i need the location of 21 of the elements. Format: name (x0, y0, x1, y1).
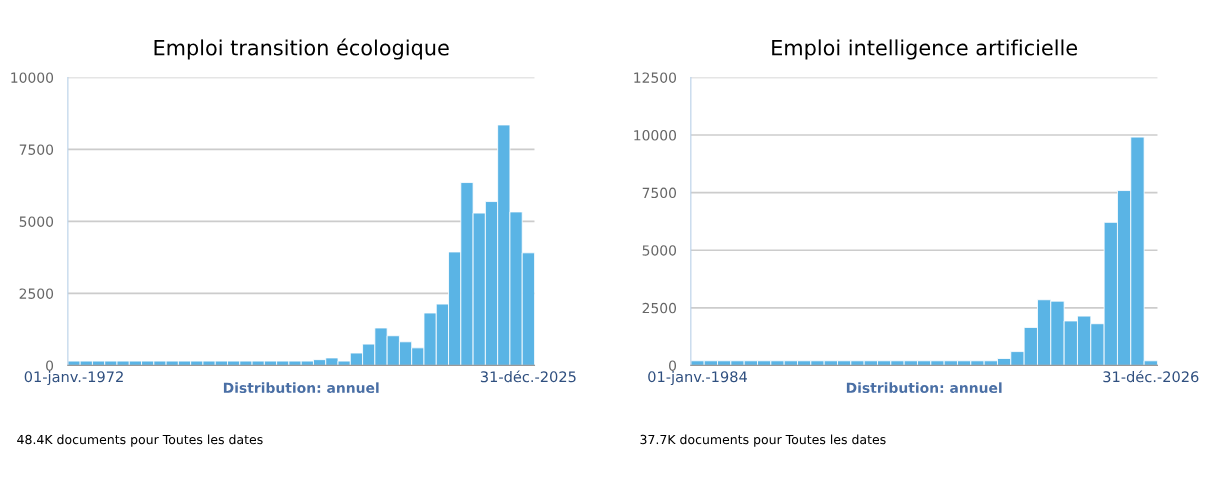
y-tick-label: 0 (46, 360, 54, 371)
y-tick-label: 5000 (642, 245, 677, 256)
y-tick-label: 7500 (19, 144, 54, 155)
y-tick-label: 10000 (11, 72, 54, 83)
y-tick-label: 0 (669, 360, 677, 371)
y-tick-label: 10000 (634, 130, 677, 141)
x-axis-title: Distribution: annuel (846, 382, 1002, 394)
x-tick-label: 31-déc.-2025 (480, 370, 576, 383)
y-tick-label: 7500 (642, 187, 677, 199)
text: 48.4K documents pour Toutes les dates (17, 434, 263, 447)
chart-title: Emploi transition écologique (154, 38, 449, 60)
y-tick-label: 2500 (19, 288, 54, 299)
x-tick-label: 31-déc.-2026 (1103, 370, 1199, 383)
x-axis-title: Distribution: annuel (223, 382, 379, 394)
y-tick-label: 12500 (634, 72, 677, 83)
x-tick-label: 01-janv.-1972 (24, 370, 123, 386)
x-tick-label: 01-janv.-1984 (648, 370, 747, 386)
y-tick-label: 2500 (642, 302, 677, 314)
text: 37.7K documents pour Toutes les dates (640, 434, 886, 447)
y-tick-label: 5000 (19, 216, 54, 227)
chart-title: Emploi intelligence artificielle (772, 39, 1078, 60)
